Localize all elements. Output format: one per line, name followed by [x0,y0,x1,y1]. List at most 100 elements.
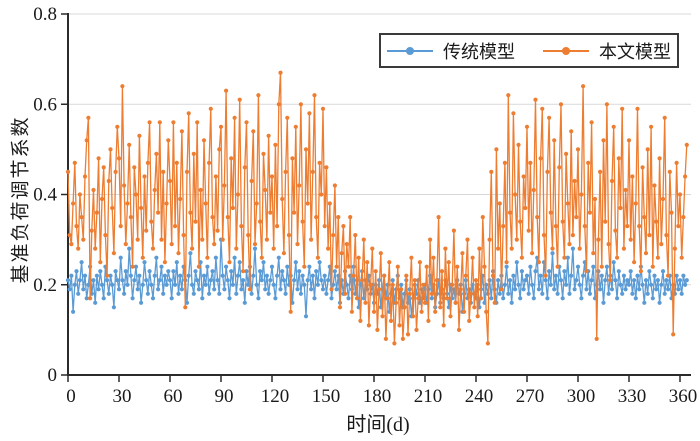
data-point [473,278,479,283]
legend-item-traditional-model[interactable]: 传统模型 [387,38,515,64]
data-point [105,273,110,278]
data-point [548,282,553,287]
data-point [506,93,511,98]
data-point [472,305,477,310]
data-point [145,291,150,296]
data-point [244,120,249,125]
data-point [215,228,220,233]
data-point [397,323,402,328]
data-point [193,219,198,224]
data-point [218,124,224,129]
data-point [504,260,509,265]
data-point [589,120,594,125]
data-point [591,264,596,269]
data-point [620,291,625,296]
data-point [103,233,108,238]
data-point [652,273,657,278]
data-point [659,282,664,287]
data-point [358,318,363,323]
data-point [144,228,149,233]
data-point [485,341,490,346]
data-point [382,273,387,278]
data-point [572,178,577,184]
data-point [547,269,552,274]
data-point [611,260,616,265]
data-point [232,255,237,260]
data-point [337,305,343,310]
data-point [416,296,421,301]
data-point [101,296,106,301]
data-point [69,242,74,247]
x-tick-label-120: 120 [261,386,290,407]
data-point [227,260,232,265]
data-point [324,165,329,170]
data-point [541,233,547,238]
data-point [652,183,657,188]
data-point [108,273,113,278]
series-line-1 [67,72,688,345]
data-point [564,282,569,287]
data-point [434,278,439,283]
data-point [99,282,105,287]
x-tick-label-60: 60 [164,386,183,407]
data-point [71,309,76,314]
data-point [256,296,261,301]
data-point [677,278,683,283]
data-point [67,287,72,292]
data-point [414,327,419,332]
data-point [127,246,132,251]
data-point [380,314,385,319]
data-point [676,224,681,229]
data-point [392,341,397,346]
data-point [433,309,438,314]
data-point [354,296,360,301]
data-point [86,115,91,120]
data-point [329,287,334,292]
data-point [205,255,210,260]
data-point [174,160,179,165]
data-point [268,210,273,215]
data-point [320,287,326,292]
data-point [123,242,128,247]
data-point [553,273,559,278]
data-point [412,278,417,283]
data-point [115,278,120,283]
data-point [649,282,654,287]
data-point [334,264,339,269]
data-point [181,233,186,238]
data-point [215,278,220,283]
data-point [186,273,191,278]
data-point [295,287,300,292]
data-point [649,124,654,129]
data-point [244,269,249,274]
data-point [120,278,125,283]
data-point [322,273,327,278]
data-point [213,174,218,179]
data-point [388,318,394,323]
data-point [494,147,499,152]
data-point [604,102,610,107]
data-point [67,233,72,238]
data-point [361,237,366,242]
data-point [399,282,404,287]
data-point [601,300,606,305]
data-point [363,300,368,305]
data-point [399,287,404,292]
data-point [552,138,557,143]
data-point [555,264,560,269]
data-point [632,260,637,265]
data-point [509,246,514,251]
data-point [365,260,370,265]
data-point [572,287,577,292]
data-point [89,228,94,233]
data-point [235,273,241,278]
data-point [628,269,633,274]
data-point [650,296,655,301]
data-point [242,300,247,305]
data-point [632,278,637,283]
data-point [560,219,565,224]
data-point [276,255,281,260]
legend-item-proposed-model[interactable]: 本文模型 [543,38,671,64]
data-point [193,269,198,274]
data-point [152,187,157,193]
